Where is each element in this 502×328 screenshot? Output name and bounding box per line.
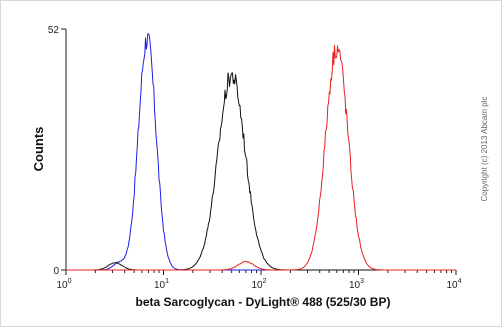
- x-tick-label: 104: [446, 278, 461, 291]
- y-tick-label: 0: [53, 266, 59, 277]
- x-axis-label: beta Sarcoglycan - DyLight® 488 (525/30 …: [136, 295, 391, 309]
- x-tick-label: 101: [154, 278, 169, 291]
- histogram-series-2: [66, 72, 456, 271]
- x-tick-label: 103: [349, 278, 364, 291]
- histogram-series-1: [66, 33, 456, 271]
- x-tick-label: 102: [251, 278, 266, 291]
- axis-ticks: 100 101 102 103 104 0 52: [48, 25, 462, 291]
- copyright-annotation: Copyright (c) 2013 Abcam plc: [480, 97, 489, 202]
- x-tick-label: 100: [56, 278, 71, 291]
- series-layer: [66, 33, 456, 271]
- y-axis-label: Counts: [31, 127, 46, 172]
- histogram-series-3: [66, 44, 456, 271]
- y-tick-label: 52: [48, 25, 60, 36]
